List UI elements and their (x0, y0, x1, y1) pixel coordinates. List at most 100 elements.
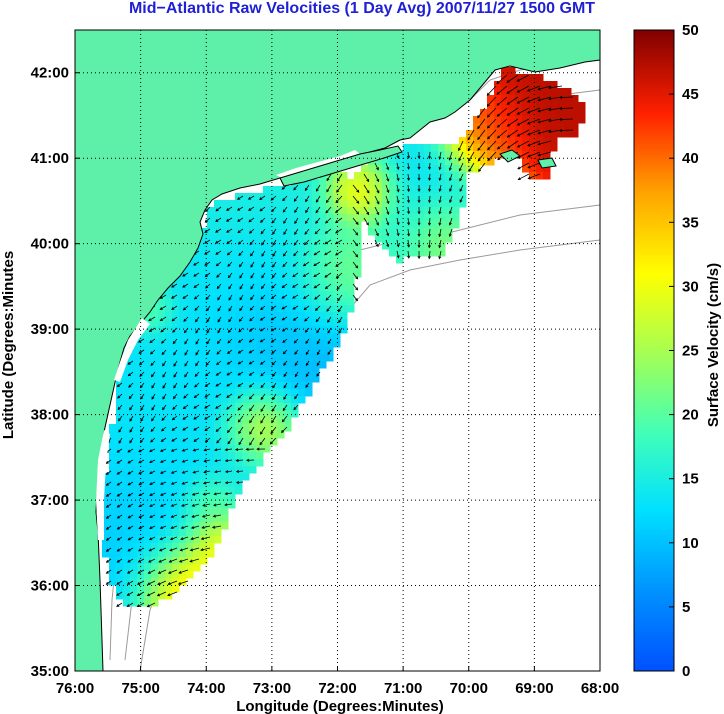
velocity-cell (508, 81, 516, 89)
velocity-vector (178, 580, 189, 585)
velocity-cell (403, 242, 411, 250)
vector-head (396, 200, 400, 204)
velocity-vector (259, 206, 266, 212)
vector-head (417, 255, 421, 260)
velocity-cell (312, 256, 320, 264)
vector-head (149, 351, 154, 355)
vector-head (172, 329, 176, 333)
velocity-cell (319, 291, 327, 299)
vector-head (138, 350, 142, 354)
vector-head (238, 442, 242, 446)
vector-head (172, 341, 176, 345)
velocity-cell (277, 312, 285, 320)
velocity-cell (144, 501, 152, 509)
velocity-cell (284, 403, 292, 411)
vector-head (147, 582, 151, 585)
velocity-cell (144, 599, 152, 607)
vector-head (292, 263, 296, 267)
vector-head (558, 106, 563, 111)
velocity-cell (396, 165, 404, 173)
velocity-cell (396, 235, 404, 243)
velocity-vector (149, 327, 156, 332)
velocity-cell (158, 389, 166, 397)
velocity-vector (527, 118, 541, 125)
velocity-cell (200, 354, 208, 362)
velocity-cell (249, 263, 257, 271)
velocity-vector (527, 85, 541, 92)
velocity-vector (162, 382, 167, 389)
vector-head (206, 319, 210, 323)
vector-head (118, 418, 122, 422)
vector-head (159, 307, 163, 310)
velocity-vector (538, 96, 552, 101)
velocity-cell (396, 193, 404, 201)
velocity-cell (522, 123, 530, 131)
vector-head (417, 166, 421, 170)
vector-head (305, 340, 309, 345)
vector-head (116, 592, 120, 596)
vector-head (151, 374, 154, 378)
velocity-vector (326, 305, 332, 312)
velocity-cell (445, 144, 453, 152)
velocity-vector (496, 96, 508, 106)
velocity-cell (235, 256, 243, 264)
velocity-cell (403, 214, 411, 222)
velocity-cell (305, 312, 313, 320)
velocity-cell (368, 172, 376, 180)
velocity-cell (235, 235, 243, 243)
velocity-cell (396, 242, 404, 250)
velocity-cell (382, 242, 390, 250)
velocity-cell (151, 361, 159, 369)
velocity-cell (263, 375, 271, 383)
velocity-vector (374, 206, 380, 215)
velocity-cell (291, 221, 299, 229)
velocity-cell (144, 480, 152, 488)
velocity-vector (282, 415, 288, 422)
vector-head (315, 199, 319, 203)
velocity-cell (375, 228, 383, 236)
velocity-vector (407, 184, 410, 192)
vector-head (162, 374, 166, 378)
velocity-cell (536, 81, 544, 89)
velocity-cell (165, 431, 173, 439)
velocity-cell (291, 235, 299, 243)
velocity-vector (149, 470, 156, 474)
velocity-cell (298, 389, 306, 397)
vector-head (356, 211, 360, 215)
velocity-cell (207, 459, 215, 467)
velocity-cell (116, 473, 124, 481)
velocity-cell (284, 263, 292, 271)
vector-head (189, 548, 194, 552)
velocity-cell (165, 466, 173, 474)
velocity-vector (335, 250, 343, 256)
y-tick-label: 36:00 (31, 578, 69, 595)
velocity-vector (168, 569, 178, 574)
velocity-cell (109, 564, 117, 572)
velocity-cell (207, 319, 215, 327)
velocity-cell (109, 466, 117, 474)
vector-head (293, 187, 297, 191)
velocity-cell (564, 123, 572, 131)
velocity-vector (162, 393, 167, 400)
vector-head (537, 153, 541, 157)
velocity-cell (158, 578, 166, 586)
vector-head (173, 385, 177, 389)
velocity-cell (403, 207, 411, 215)
velocity-cell (116, 515, 124, 523)
vector-head (294, 351, 298, 355)
velocity-vector (270, 426, 277, 434)
vector-head (249, 307, 253, 311)
velocity-cell (200, 403, 208, 411)
velocity-cell (151, 550, 159, 558)
velocity-vector (149, 514, 156, 518)
velocity-vector (236, 470, 244, 473)
vector-head (149, 515, 153, 518)
vector-head (283, 396, 287, 400)
velocity-cell (263, 347, 271, 355)
vector-head (548, 130, 552, 134)
velocity-cell (277, 417, 285, 425)
velocity-cell (200, 522, 208, 530)
velocity-cell (193, 312, 201, 320)
vector-head (202, 492, 206, 496)
velocity-cell (494, 151, 502, 159)
